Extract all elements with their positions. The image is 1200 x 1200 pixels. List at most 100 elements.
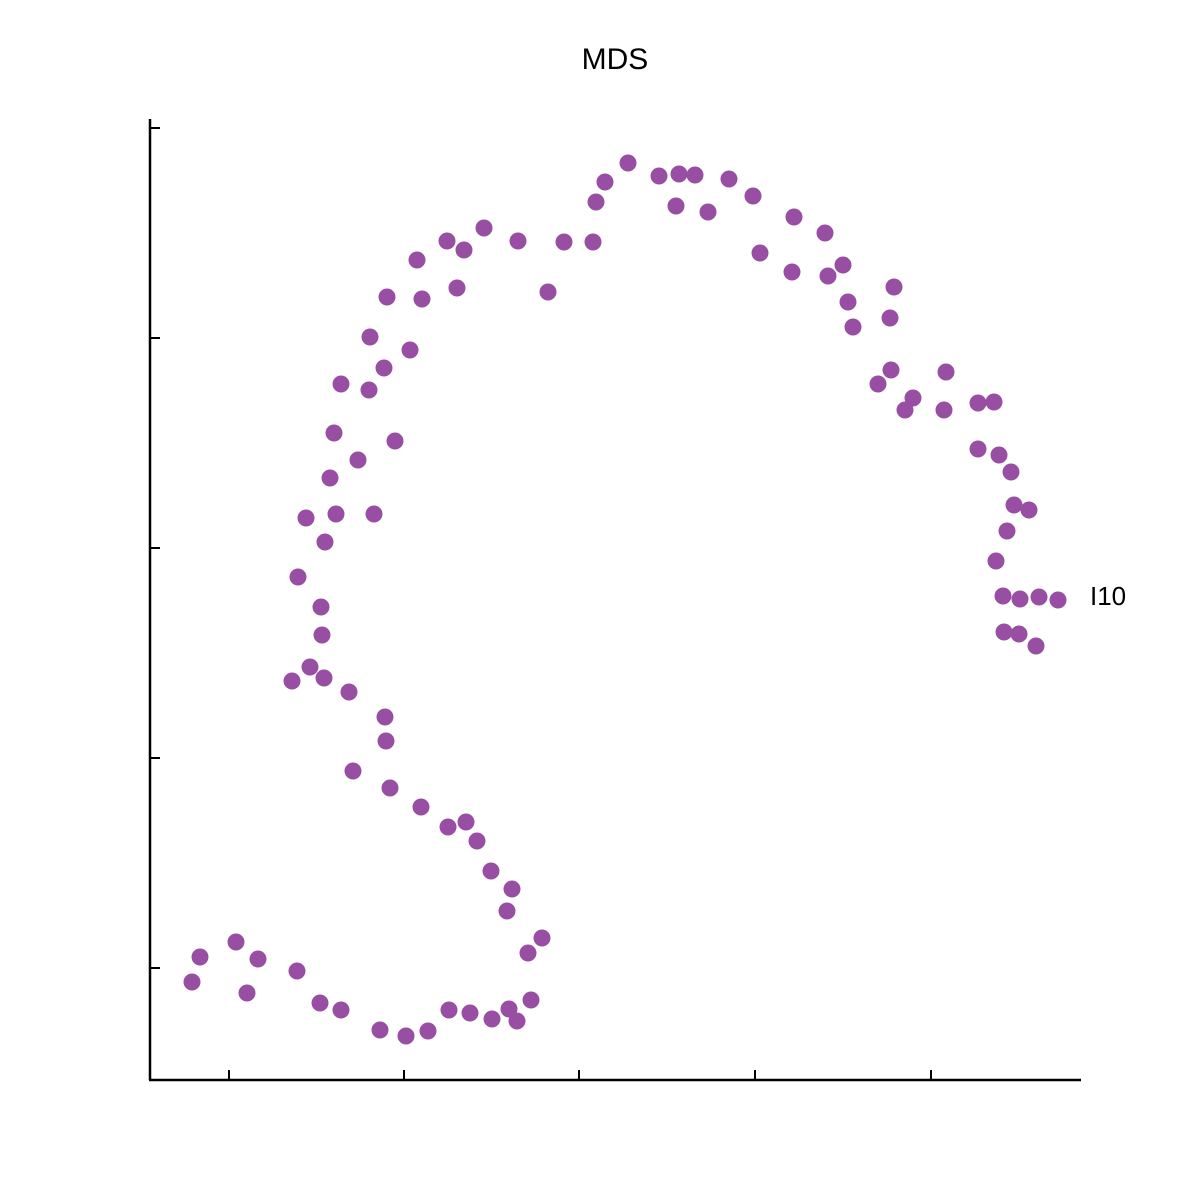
point — [381, 779, 399, 797]
point — [751, 244, 769, 262]
point — [344, 762, 362, 780]
point — [1020, 501, 1038, 519]
point — [482, 862, 500, 880]
point — [995, 623, 1013, 641]
point — [935, 401, 953, 419]
point — [882, 361, 900, 379]
point — [533, 929, 551, 947]
point — [288, 962, 306, 980]
point — [325, 424, 343, 442]
point — [313, 626, 331, 644]
point — [461, 1004, 479, 1022]
point — [468, 832, 486, 850]
point — [498, 902, 516, 920]
point — [311, 994, 329, 1012]
point — [650, 167, 668, 185]
point — [985, 393, 1003, 411]
point — [508, 1012, 526, 1030]
point — [834, 256, 852, 274]
point — [455, 241, 473, 259]
point — [401, 341, 419, 359]
point — [1002, 463, 1020, 481]
point — [990, 446, 1008, 464]
point — [408, 251, 426, 269]
point — [386, 432, 404, 450]
point — [584, 233, 602, 251]
point — [519, 944, 537, 962]
point — [412, 798, 430, 816]
point — [316, 533, 334, 551]
point — [785, 208, 803, 226]
point — [844, 318, 862, 336]
point — [371, 1021, 389, 1039]
point — [349, 451, 367, 469]
point — [378, 288, 396, 306]
point — [375, 359, 393, 377]
point — [289, 568, 307, 586]
point — [249, 950, 267, 968]
point — [312, 598, 330, 616]
point — [376, 708, 394, 726]
point — [819, 267, 837, 285]
point — [503, 880, 521, 898]
point — [699, 203, 717, 221]
point — [587, 193, 605, 211]
point — [896, 401, 914, 419]
point — [619, 154, 637, 172]
point — [483, 1010, 501, 1028]
point — [440, 1001, 458, 1019]
point — [361, 328, 379, 346]
point — [238, 984, 256, 1002]
point — [340, 683, 358, 701]
point — [315, 669, 333, 687]
point — [816, 224, 834, 242]
point — [1027, 637, 1045, 655]
point — [321, 469, 339, 487]
point — [1049, 591, 1067, 609]
point — [439, 818, 457, 836]
point — [881, 309, 899, 327]
point — [596, 173, 614, 191]
point — [332, 1001, 350, 1019]
point — [475, 219, 493, 237]
point — [994, 587, 1012, 605]
point — [448, 279, 466, 297]
point — [937, 363, 955, 381]
point — [413, 290, 431, 308]
point — [457, 813, 475, 831]
point — [969, 440, 987, 458]
point — [998, 522, 1016, 540]
point — [301, 658, 319, 676]
point — [904, 389, 922, 407]
point — [1030, 588, 1048, 606]
point — [839, 293, 857, 311]
point — [539, 283, 557, 301]
point — [438, 232, 456, 250]
point — [509, 232, 527, 250]
annotation: I10 — [1090, 581, 1126, 611]
point — [332, 375, 350, 393]
point — [360, 381, 378, 399]
point — [283, 672, 301, 690]
point — [555, 233, 573, 251]
point — [987, 552, 1005, 570]
point — [686, 166, 704, 184]
point — [869, 375, 887, 393]
point — [720, 170, 738, 188]
point — [377, 732, 395, 750]
point — [297, 509, 315, 527]
point — [227, 933, 245, 951]
point — [191, 948, 209, 966]
point — [667, 197, 685, 215]
point — [969, 394, 987, 412]
point — [744, 187, 762, 205]
point — [365, 505, 383, 523]
point — [1010, 625, 1028, 643]
point — [522, 991, 540, 1009]
point — [397, 1027, 415, 1045]
point — [1005, 496, 1023, 514]
point — [419, 1022, 437, 1040]
chart-title: MDS — [582, 43, 649, 76]
point — [885, 278, 903, 296]
